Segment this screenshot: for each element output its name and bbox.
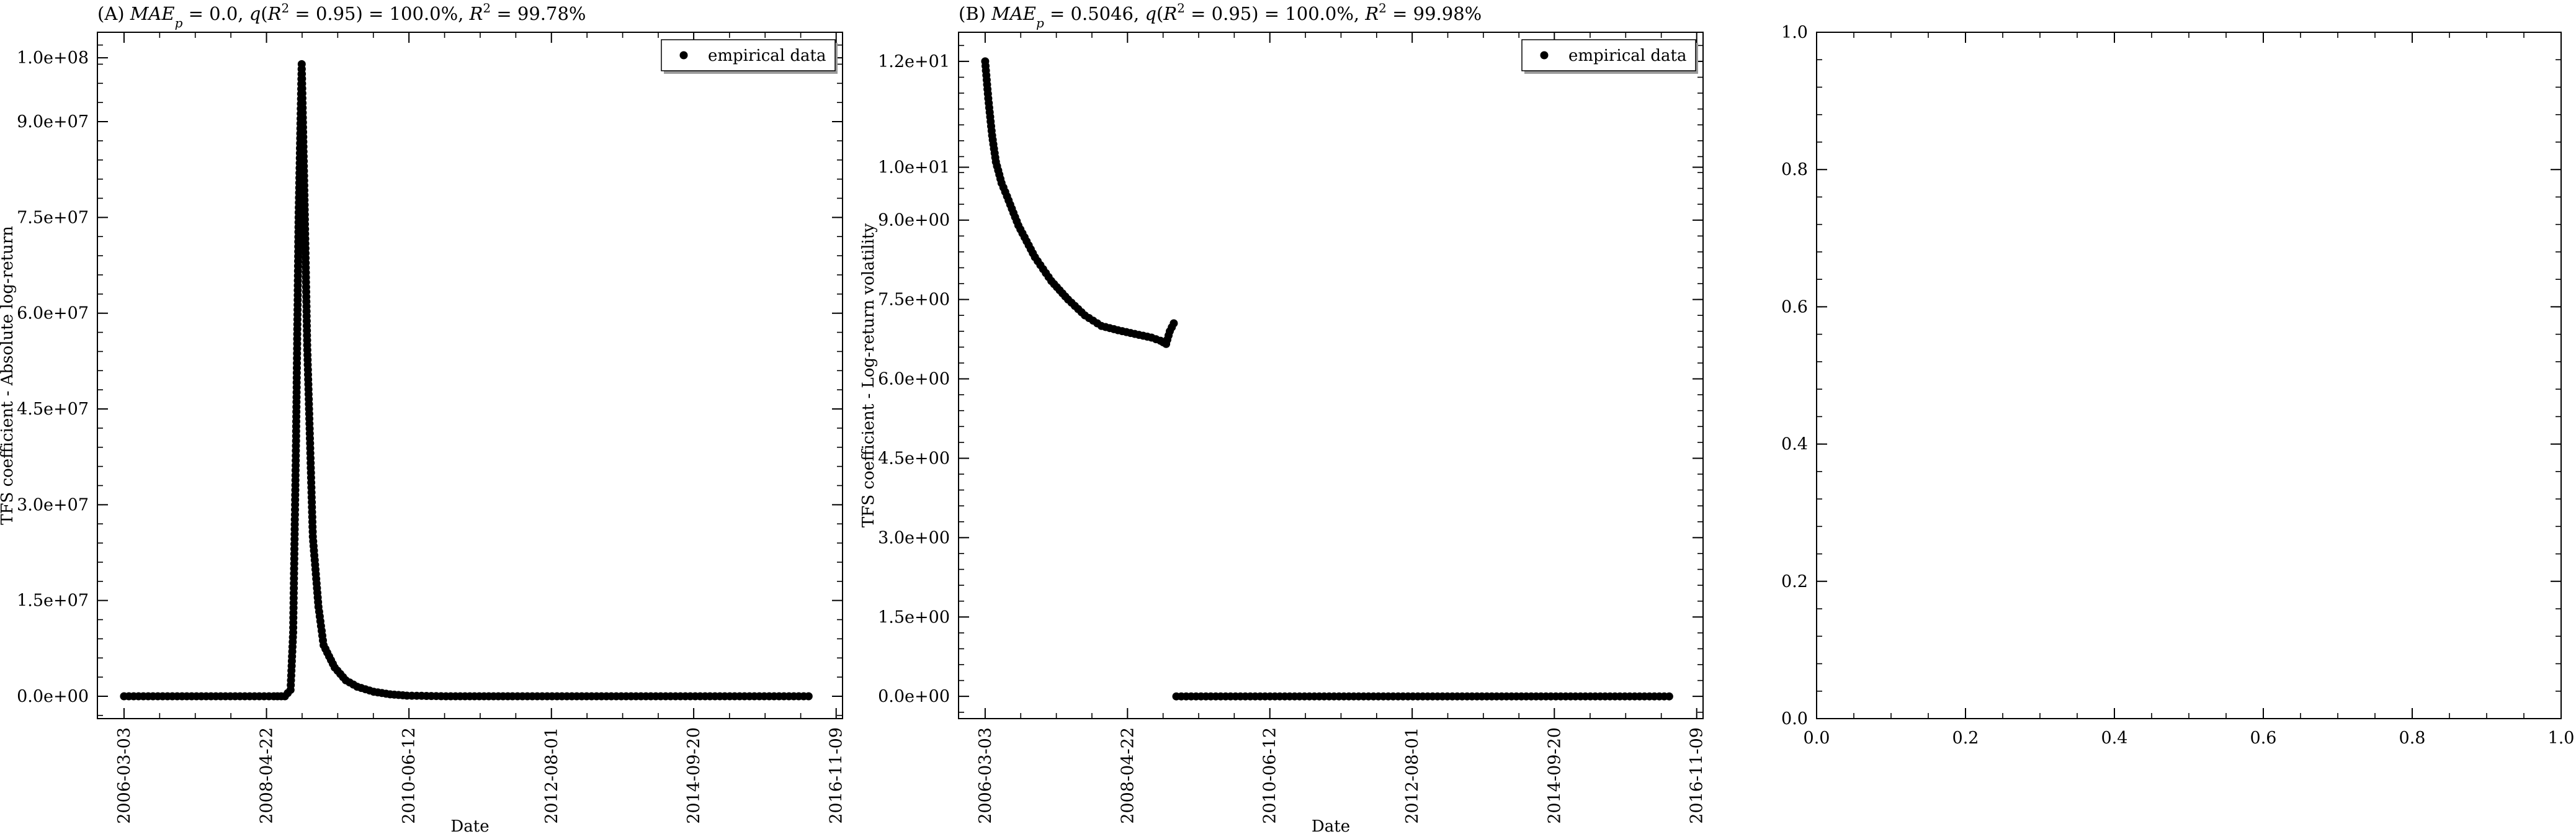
x-tick-label: 2012-08-01 (542, 727, 561, 824)
y-tick-label: 0.0e+00 (17, 687, 89, 706)
x-tick-label: 2012-08-01 (1403, 727, 1422, 824)
y-tick-label: 7.5e+00 (878, 290, 950, 310)
x-tick-label: 2010-06-12 (1261, 727, 1280, 824)
y-tick-label: 7.5e+07 (17, 208, 89, 227)
chart-panel-a: 2006-03-03 2008-04-22 2010-06-12 2012-08-01… (0, 1, 846, 836)
plot-frame (1816, 32, 2562, 719)
y-tick-label: 4.5e+07 (17, 400, 89, 419)
legend-marker (1540, 51, 1549, 60)
data-point (804, 692, 813, 701)
y-tick-label: 6.0e+07 (17, 304, 89, 323)
y-tick-label: 1.0e+01 (878, 158, 950, 177)
x-tick-label: 0.6 (2250, 729, 2277, 748)
x-tick-label: 2016-11-09 (1688, 727, 1707, 824)
x-axis-label: Date (1312, 817, 1350, 836)
legend-label: empirical data (708, 47, 826, 65)
x-tick-label: 2010-06-12 (400, 727, 419, 824)
chart-panel-b: 2006-03-03 2008-04-22 2010-06-12 2012-08-01… (859, 1, 1707, 836)
x-tick-label: 0.8 (2399, 729, 2426, 748)
plot-frame (97, 32, 843, 719)
x-tick-label: 0.2 (1952, 729, 1979, 748)
legend-box (661, 39, 836, 71)
chart-panel-c: 0.0 0.2 0.4 0.6 0.8 1.0 0.0 0.2 0.4 0.6 0.8 1.0 (1781, 23, 2574, 748)
legend: empirical data (661, 39, 838, 74)
y-tick-label: 4.5e+00 (878, 449, 950, 468)
y-tick-label: 6.0e+00 (878, 370, 950, 389)
y-tick-label: 1.5e+07 (17, 591, 89, 611)
y-tick-label: 1.5e+00 (878, 608, 950, 627)
y-tick-label: 3.0e+07 (17, 495, 89, 514)
x-tick-label: 2014-09-20 (1545, 727, 1564, 824)
x-tick-label: 2014-09-20 (684, 727, 704, 824)
data-point (1665, 692, 1673, 701)
x-axis-label: Date (450, 817, 489, 836)
y-tick-label: 3.0e+00 (878, 528, 950, 547)
legend: empirical data (1521, 39, 1698, 74)
legend-box (1521, 39, 1696, 71)
x-tick-label: 2008-04-22 (257, 727, 277, 824)
y-tick-label: 0.2 (1781, 572, 1808, 591)
x-tick-label: 2006-03-03 (115, 727, 134, 824)
chart-title: (B) MAEp = 0.5046, q(R2 = 0.95) = 100.0%… (959, 1, 1482, 30)
y-axis-label: TFS coefficient - Absolute log-return (0, 226, 17, 525)
x-tick-label: 0.0 (1804, 729, 1830, 748)
y-tick-label: 9.0e+00 (878, 211, 950, 230)
y-tick-label: 1.2e+01 (878, 52, 950, 71)
y-tick-label: 1.0e+08 (17, 48, 89, 68)
series-empirical-data (981, 57, 1673, 701)
series-empirical-data (120, 60, 813, 701)
data-point (1169, 319, 1178, 328)
x-tick-label: 0.4 (2101, 729, 2128, 748)
x-tick-label: 2016-11-09 (827, 727, 846, 824)
x-tick-label: 2008-04-22 (1118, 727, 1137, 824)
y-tick-label: 9.0e+07 (17, 112, 89, 132)
x-tick-label: 2006-03-03 (976, 727, 995, 824)
legend-label: empirical data (1568, 47, 1686, 65)
plot-frame (958, 32, 1704, 719)
chart-title: (A) MAEp = 0.0, q(R2 = 0.95) = 100.0%, R… (97, 1, 586, 30)
legend-marker (679, 51, 688, 60)
y-tick-label: 1.0 (1781, 23, 1808, 42)
x-tick-label: 1.0 (2548, 729, 2575, 748)
y-axis-label: TFS coefficient - Log-return volatility (859, 223, 878, 527)
y-tick-label: 0.6 (1781, 297, 1808, 316)
y-tick-label: 0.4 (1781, 435, 1808, 454)
y-tick-label: 0.8 (1781, 160, 1808, 179)
y-tick-label: 0.0 (1781, 709, 1808, 729)
y-tick-label: 0.0e+00 (878, 687, 950, 706)
